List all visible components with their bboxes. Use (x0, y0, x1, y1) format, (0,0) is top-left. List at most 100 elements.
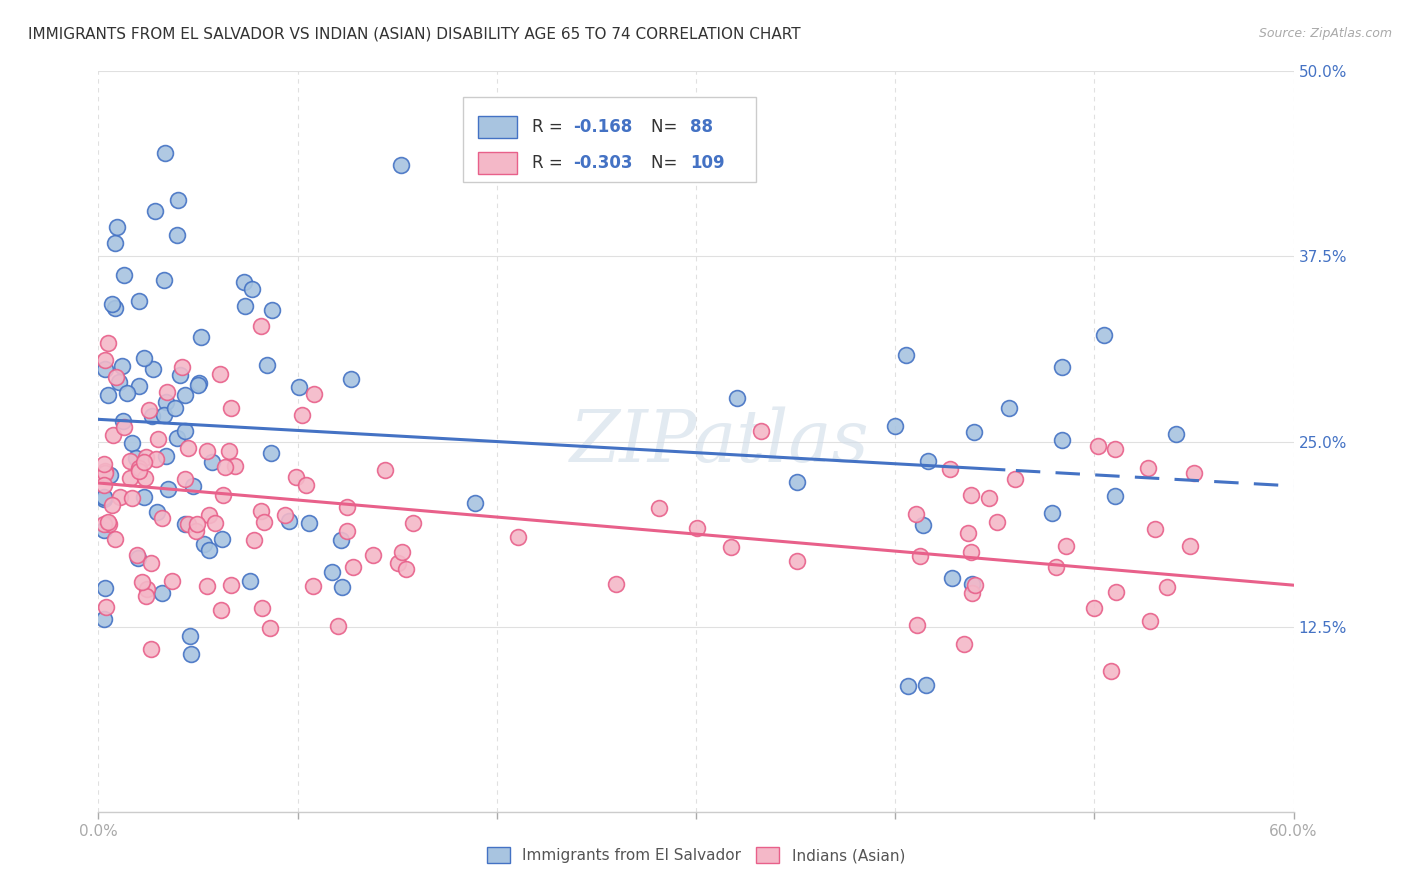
Point (125, 548, 148, 562)
Text: R =: R = (533, 118, 568, 136)
Point (278, 514, 301, 528)
Point (120, 471, 142, 485)
Point (150, 586, 173, 600)
Point (166, 431, 188, 445)
Point (391, 545, 413, 559)
Point (897, 679, 920, 693)
Point (1083, 601, 1105, 615)
Point (93, 490, 115, 504)
Point (97, 387, 120, 401)
Point (253, 515, 276, 529)
Point (104, 301, 127, 316)
Point (250, 601, 273, 615)
Point (132, 351, 155, 365)
Point (204, 516, 226, 530)
Point (1104, 442, 1126, 456)
Point (250, 504, 273, 518)
Point (134, 471, 156, 485)
Point (336, 524, 359, 538)
Point (260, 446, 283, 460)
Point (1104, 489, 1126, 503)
Point (402, 516, 425, 530)
Point (1040, 506, 1063, 520)
Point (146, 433, 169, 447)
Point (1092, 328, 1115, 343)
Point (121, 435, 143, 450)
Point (720, 540, 742, 554)
Point (93, 612, 115, 626)
Point (321, 565, 343, 579)
Text: N=: N= (651, 154, 682, 172)
Point (105, 220, 128, 235)
Text: N=: N= (651, 118, 682, 136)
Point (104, 370, 127, 384)
Point (136, 582, 159, 597)
Point (93, 491, 115, 505)
Point (749, 424, 772, 438)
Point (153, 408, 176, 422)
Text: -0.303: -0.303 (572, 154, 633, 172)
Point (395, 562, 418, 576)
Point (93, 457, 115, 471)
Point (111, 414, 134, 428)
Point (239, 574, 262, 588)
Point (146, 504, 169, 518)
Point (977, 491, 1000, 505)
FancyBboxPatch shape (463, 97, 756, 183)
Point (93, 478, 115, 492)
Point (195, 578, 218, 592)
Point (725, 391, 748, 405)
Point (786, 475, 808, 489)
Point (1050, 359, 1073, 374)
Point (330, 533, 353, 548)
Point (187, 378, 209, 392)
Point (145, 451, 167, 466)
Point (1139, 614, 1161, 628)
Point (94, 353, 117, 368)
Point (155, 394, 177, 409)
Point (162, 574, 184, 588)
Point (94, 362, 117, 376)
Point (336, 500, 359, 515)
Text: R =: R = (533, 154, 568, 172)
Point (139, 556, 162, 570)
Point (939, 462, 962, 476)
Point (339, 371, 361, 385)
Point (177, 442, 200, 456)
Point (128, 379, 150, 393)
Point (250, 319, 273, 334)
Point (104, 235, 127, 250)
Text: ZIPatlas: ZIPatlas (569, 406, 870, 477)
Point (941, 571, 963, 585)
Point (184, 524, 207, 538)
Point (167, 193, 190, 207)
Point (141, 409, 163, 423)
Point (342, 560, 364, 574)
Point (962, 577, 984, 591)
Point (218, 444, 240, 458)
Point (256, 358, 278, 372)
Point (960, 544, 983, 558)
Point (648, 501, 671, 516)
Point (110, 490, 132, 504)
Point (1045, 559, 1067, 574)
Point (287, 380, 309, 394)
Point (960, 586, 983, 600)
Point (1054, 539, 1077, 553)
Point (374, 463, 396, 477)
FancyBboxPatch shape (478, 116, 517, 138)
Point (1156, 580, 1178, 594)
Point (464, 496, 486, 510)
Point (173, 472, 195, 486)
Text: 88: 88 (690, 118, 713, 136)
Point (145, 204, 167, 219)
Point (98, 516, 121, 531)
Point (361, 548, 384, 562)
Point (93, 523, 115, 537)
Point (170, 360, 193, 375)
Point (506, 530, 529, 544)
Point (195, 443, 218, 458)
Point (128, 460, 150, 475)
Point (884, 419, 907, 434)
Point (150, 511, 173, 525)
